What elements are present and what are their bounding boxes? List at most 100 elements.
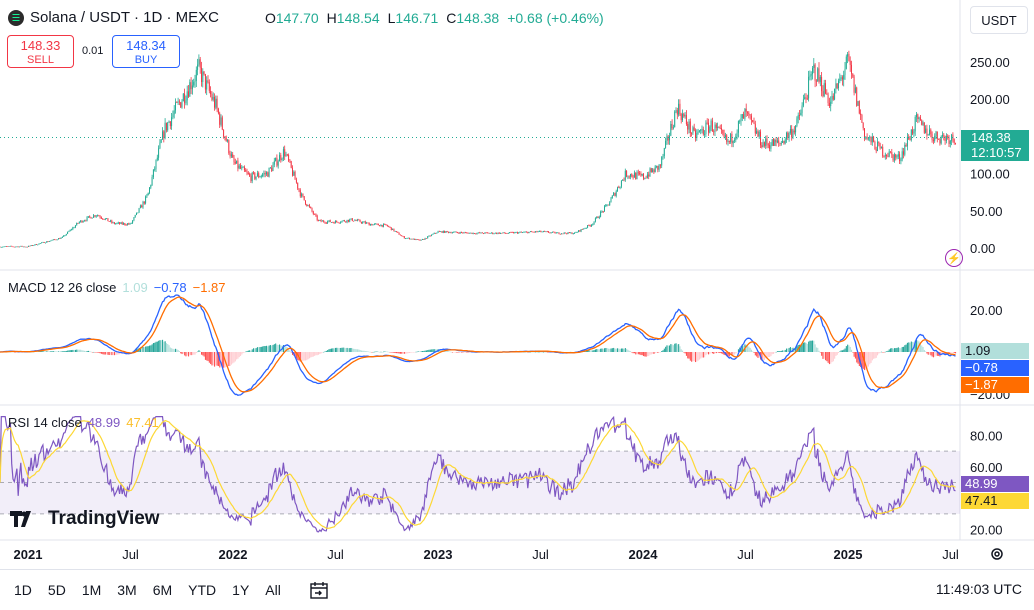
timeframe-3m[interactable]: 3M: [117, 582, 137, 598]
symbol-title[interactable]: Solana / USDT · 1D · MEXC: [30, 9, 219, 26]
macd-histogram-bar: [90, 351, 92, 353]
macd-histogram-bar: [771, 352, 773, 355]
candle-body: [201, 67, 202, 83]
timeframe-1d[interactable]: 1D: [14, 582, 32, 598]
macd-histogram-bar: [646, 352, 648, 357]
candle-body: [217, 108, 219, 114]
candle-body: [360, 222, 362, 224]
lightning-icon[interactable]: ⚡: [945, 249, 963, 267]
currency-button[interactable]: USDT: [970, 6, 1028, 34]
candle-body: [267, 172, 269, 177]
macd-label[interactable]: MACD 12 26 close: [8, 280, 117, 295]
timeframe-all[interactable]: All: [265, 582, 281, 598]
candle-body: [98, 215, 100, 217]
macd-histogram-bar: [215, 352, 217, 366]
macd-histogram-bar: [906, 342, 908, 352]
timeframe-1y[interactable]: 1Y: [232, 582, 250, 598]
macd-histogram-bar: [776, 351, 778, 352]
macd-histogram-bar: [623, 348, 625, 352]
candle-body: [936, 131, 938, 140]
macd-histogram-bar: [773, 352, 775, 354]
candle-body: [871, 136, 873, 143]
timeframe-1m[interactable]: 1M: [81, 582, 102, 598]
macd-histogram-bar: [464, 352, 466, 353]
candle-body: [945, 136, 947, 142]
candle-body: [372, 224, 374, 226]
macd-histogram-bar: [323, 351, 325, 353]
settings-gear-icon[interactable]: [989, 546, 1005, 562]
candle-body: [388, 226, 390, 227]
macd-histogram-bar: [892, 348, 894, 352]
last-price-value: 148.38: [971, 130, 1011, 145]
macd-histogram-bar: [813, 340, 815, 352]
macd-histogram-bar: [230, 352, 232, 365]
candle-body: [302, 193, 304, 197]
macd-histogram-bar: [100, 352, 102, 354]
candle-body: [770, 145, 772, 149]
candle-body: [644, 177, 646, 179]
macd-histogram-bar: [167, 344, 169, 352]
candle-body: [735, 136, 737, 140]
macd-histogram-bar: [930, 352, 932, 356]
candle-body: [823, 83, 825, 97]
macd-histogram-bar: [607, 348, 609, 352]
macd-histogram-bar: [925, 351, 927, 352]
candle-body: [155, 159, 157, 169]
timeframe-6m[interactable]: 6M: [152, 582, 173, 598]
candle-body: [935, 131, 937, 136]
solana-logo-icon: [8, 9, 24, 26]
macd-histogram-bar: [353, 348, 355, 352]
macd-histogram-bar: [184, 352, 186, 356]
macd-histogram-bar: [656, 352, 658, 353]
candle-body: [649, 168, 651, 177]
candle-body: [169, 121, 171, 127]
macd-histogram-bar: [847, 344, 849, 352]
candle-body: [38, 243, 40, 245]
macd-histogram-bar: [541, 351, 543, 353]
candle-body: [832, 95, 834, 100]
macd-histogram-bar: [784, 349, 786, 352]
timeframe-5d[interactable]: 5D: [47, 582, 66, 598]
candle-body: [645, 177, 647, 179]
candle-body: [354, 220, 356, 222]
candle-body: [466, 232, 468, 234]
macd-histogram-bar: [440, 349, 442, 352]
macd-histogram-bar: [86, 350, 88, 352]
macd-histogram-bar: [722, 352, 724, 355]
macd-histogram-bar: [77, 349, 79, 352]
candle-body: [503, 232, 505, 234]
candle-body: [124, 223, 126, 225]
macd-histogram-bar: [654, 352, 656, 354]
candle-body: [890, 151, 891, 153]
macd-histogram-bar: [61, 351, 63, 352]
date-range-icon[interactable]: [309, 580, 329, 600]
candle-body: [683, 113, 685, 117]
buy-button[interactable]: 148.34 BUY: [112, 35, 180, 68]
macd-histogram-bar: [418, 351, 420, 352]
utc-clock[interactable]: 11:49:03 UTC: [935, 581, 1022, 597]
macd-histogram-bar: [602, 348, 604, 352]
rsi-label[interactable]: RSI 14 close: [8, 415, 82, 430]
candle-body: [693, 127, 695, 131]
candle-body: [379, 225, 381, 227]
chart-canvas[interactable]: 250.00200.00150.00100.0050.000.0020.00−2…: [0, 0, 1034, 569]
macd-histogram-bar: [585, 350, 587, 352]
macd-histogram-bar: [468, 352, 470, 353]
macd-histogram-bar: [182, 352, 184, 354]
candle-body: [714, 124, 716, 132]
macd-histogram-bar: [201, 352, 203, 355]
macd-histogram-bar: [259, 347, 261, 352]
macd-histogram-bar: [886, 351, 888, 352]
candle-body: [416, 239, 418, 240]
sell-button[interactable]: 148.33 SELL: [7, 35, 74, 68]
macd-histogram-bar: [678, 344, 680, 352]
timeframe-ytd[interactable]: YTD: [188, 582, 217, 598]
candle-body: [559, 233, 561, 235]
candle-body: [632, 176, 634, 178]
candle-body: [411, 238, 413, 240]
candle-body: [42, 242, 44, 243]
macd-histogram-bar: [331, 348, 333, 352]
macd-histogram-bar: [542, 351, 544, 353]
candle-body: [636, 172, 638, 180]
candle-body: [273, 160, 275, 165]
